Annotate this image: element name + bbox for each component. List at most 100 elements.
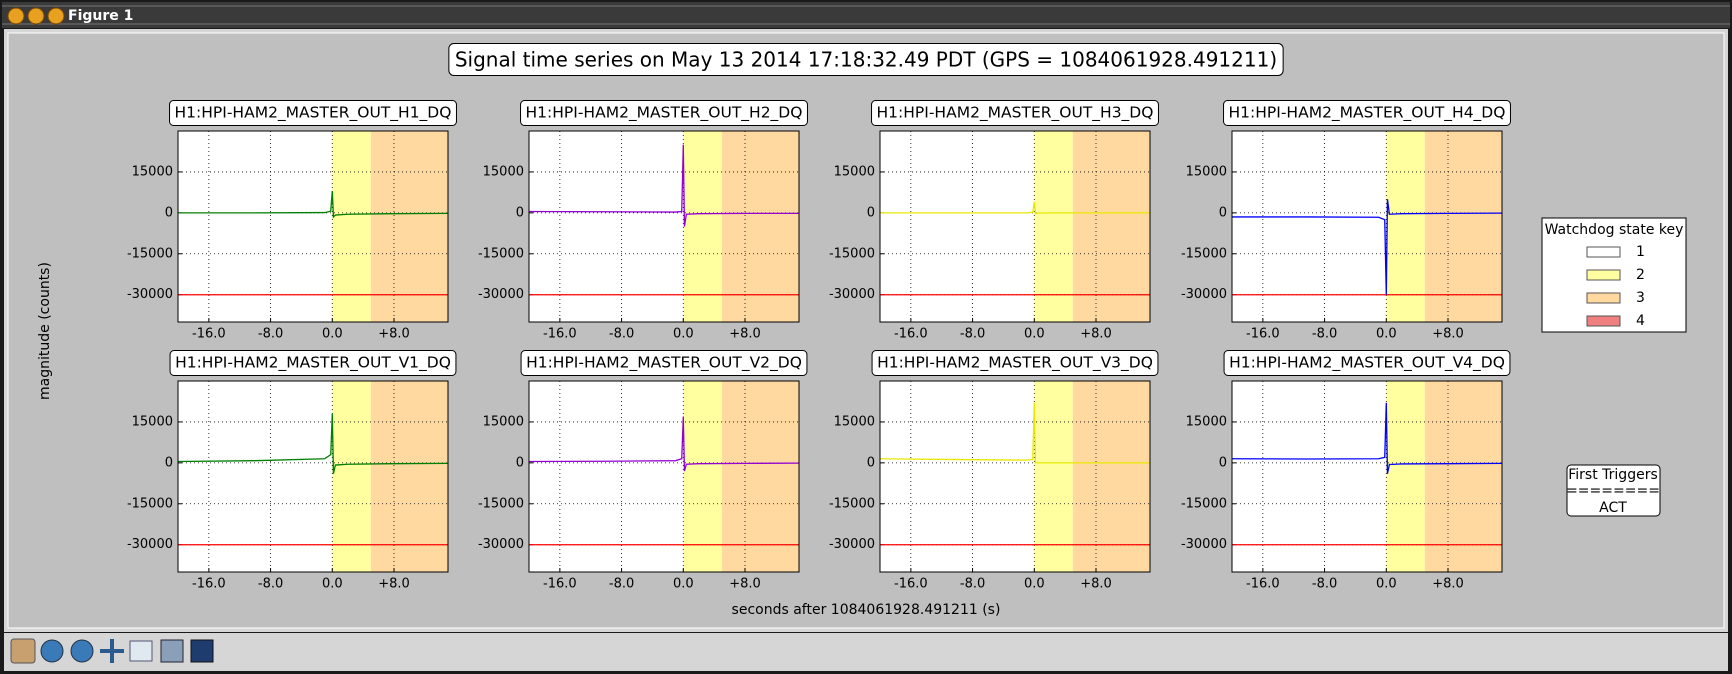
- x-tick-label: -8.0: [1312, 577, 1337, 592]
- x-tick-label: +8.0: [378, 577, 410, 592]
- state-span: [370, 381, 448, 572]
- y-tick-label: -15000: [127, 246, 173, 261]
- pan-button[interactable]: [100, 639, 124, 663]
- y-tick-label: -30000: [478, 537, 524, 552]
- x-tick-label: +8.0: [729, 327, 761, 342]
- x-tick-label: +8.0: [378, 327, 410, 342]
- y-tick-label: 15000: [1186, 414, 1227, 429]
- state-span: [1386, 131, 1425, 322]
- x-tick-label: 0.0: [1024, 327, 1045, 342]
- signal-line: [177, 413, 449, 474]
- y-tick-label: -15000: [829, 496, 875, 511]
- minimize-button[interactable]: [27, 7, 45, 25]
- home-button[interactable]: [10, 638, 36, 664]
- figure-title-box: [448, 43, 1284, 76]
- y-tick-label: 15000: [483, 164, 524, 179]
- x-tick-label: 0.0: [1376, 577, 1397, 592]
- y-tick-label: 0: [516, 455, 524, 470]
- x-tick-label: -16.0: [894, 327, 928, 342]
- subplots-button[interactable]: [160, 639, 184, 663]
- toolbar-buttons: [10, 638, 214, 664]
- subplot-title-box: [1223, 100, 1511, 126]
- subplot-title: H1:HPI-HAM2_MASTER_OUT_V3_DQ: [877, 354, 1153, 373]
- subplot: -16.0 -8.0 0.0 +8.0 15000 0 -15000 -30000 H1:HPI…: [478, 350, 808, 592]
- x-tick-label: -16.0: [543, 327, 577, 342]
- x-tick-label: 0.0: [1376, 327, 1397, 342]
- legend-swatch: [1586, 315, 1621, 327]
- subplot: -16.0 -8.0 0.0 +8.0 15000 0 -15000 -30000 H1:HPI…: [1181, 350, 1511, 592]
- legend-swatch: [1586, 246, 1621, 258]
- plot-border: [1231, 130, 1503, 323]
- x-tick-label: 0.0: [322, 327, 343, 342]
- y-tick-label: -15000: [478, 246, 524, 261]
- figure-title: Signal time series on May 13 2014 17:18:…: [455, 48, 1277, 72]
- y-tick-label: -30000: [127, 537, 173, 552]
- x-tick-label: -8.0: [960, 327, 985, 342]
- legend-swatch: [1586, 269, 1621, 281]
- y-tick-label: 0: [1219, 455, 1227, 470]
- subplot-title-box: [520, 350, 808, 376]
- forward-button[interactable]: [70, 639, 94, 663]
- y-tick-label: 15000: [834, 414, 875, 429]
- signal-line: [528, 144, 799, 227]
- x-tick-label: -16.0: [192, 577, 226, 592]
- x-tick-label: +8.0: [1080, 577, 1112, 592]
- subplot-title-box: [871, 350, 1159, 376]
- subplot-title: H1:HPI-HAM2_MASTER_OUT_V1_DQ: [175, 354, 451, 373]
- state-span: [370, 131, 448, 322]
- subplot: -16.0 -8.0 0.0 +8.0 15000 0 -15000 -30000 H1:HPI…: [829, 350, 1159, 592]
- signal-line: [528, 416, 800, 472]
- close-button[interactable]: [7, 7, 25, 25]
- subplot: -16.0 -8.0 0.0 +8.0 15000 0 -15000 -30000 H1:HPI…: [829, 100, 1159, 342]
- plot-border: [879, 130, 1151, 323]
- x-tick-label: 0.0: [322, 577, 343, 592]
- x-tick-label: -8.0: [960, 577, 985, 592]
- y-tick-label: -30000: [478, 287, 524, 302]
- x-tick-label: +8.0: [1432, 327, 1464, 342]
- y-tick-label: 0: [165, 205, 173, 220]
- x-tick-label: +8.0: [729, 577, 761, 592]
- state-span: [332, 381, 371, 572]
- signal-line: [1231, 402, 1503, 474]
- y-tick-label: -15000: [829, 246, 875, 261]
- state-span: [1072, 381, 1150, 572]
- signal-line: [879, 402, 1150, 464]
- state-span: [721, 381, 799, 572]
- maximize-button[interactable]: [47, 7, 65, 25]
- state-span: [1424, 381, 1502, 572]
- subplot-title: H1:HPI-HAM2_MASTER_OUT_H3_DQ: [877, 104, 1154, 123]
- subplot-title: H1:HPI-HAM2_MASTER_OUT_H2_DQ: [526, 104, 803, 123]
- plot-border: [177, 130, 449, 323]
- plot-border: [528, 130, 800, 323]
- subplot-title-box: [520, 100, 808, 126]
- x-tick-label: -16.0: [1246, 327, 1280, 342]
- y-tick-label: -30000: [1181, 537, 1227, 552]
- back-button[interactable]: [40, 639, 64, 663]
- signal-line: [1232, 199, 1503, 295]
- subplot: -16.0 -8.0 0.0 +8.0 15000 0 -15000 -30000 H1:HPI…: [127, 100, 457, 342]
- legend-label: 3: [1636, 290, 1645, 306]
- state-span: [332, 131, 371, 322]
- state-span: [1034, 381, 1073, 572]
- zoom-button[interactable]: [129, 640, 153, 662]
- subplot: -16.0 -8.0 0.0 +8.0 15000 0 -15000 -30000 H1:HPI…: [127, 350, 457, 592]
- signal-line: [178, 190, 449, 219]
- y-tick-label: 0: [867, 205, 875, 220]
- y-tick-label: 15000: [132, 164, 173, 179]
- save-button[interactable]: [190, 639, 214, 663]
- x-tick-label: 0.0: [673, 327, 694, 342]
- state-span: [1034, 131, 1073, 322]
- trigger-item: ACT: [1599, 500, 1627, 516]
- subplot-title-box: [169, 100, 457, 126]
- plot-border: [879, 380, 1151, 573]
- y-tick-label: -15000: [127, 496, 173, 511]
- plot-border: [528, 380, 800, 573]
- x-tick-label: 0.0: [1024, 577, 1045, 592]
- triggers-box: [1566, 464, 1661, 517]
- toolbar: [4, 633, 1728, 671]
- state-span: [1072, 131, 1150, 322]
- y-tick-label: -15000: [1181, 246, 1227, 261]
- y-tick-label: -15000: [1181, 496, 1227, 511]
